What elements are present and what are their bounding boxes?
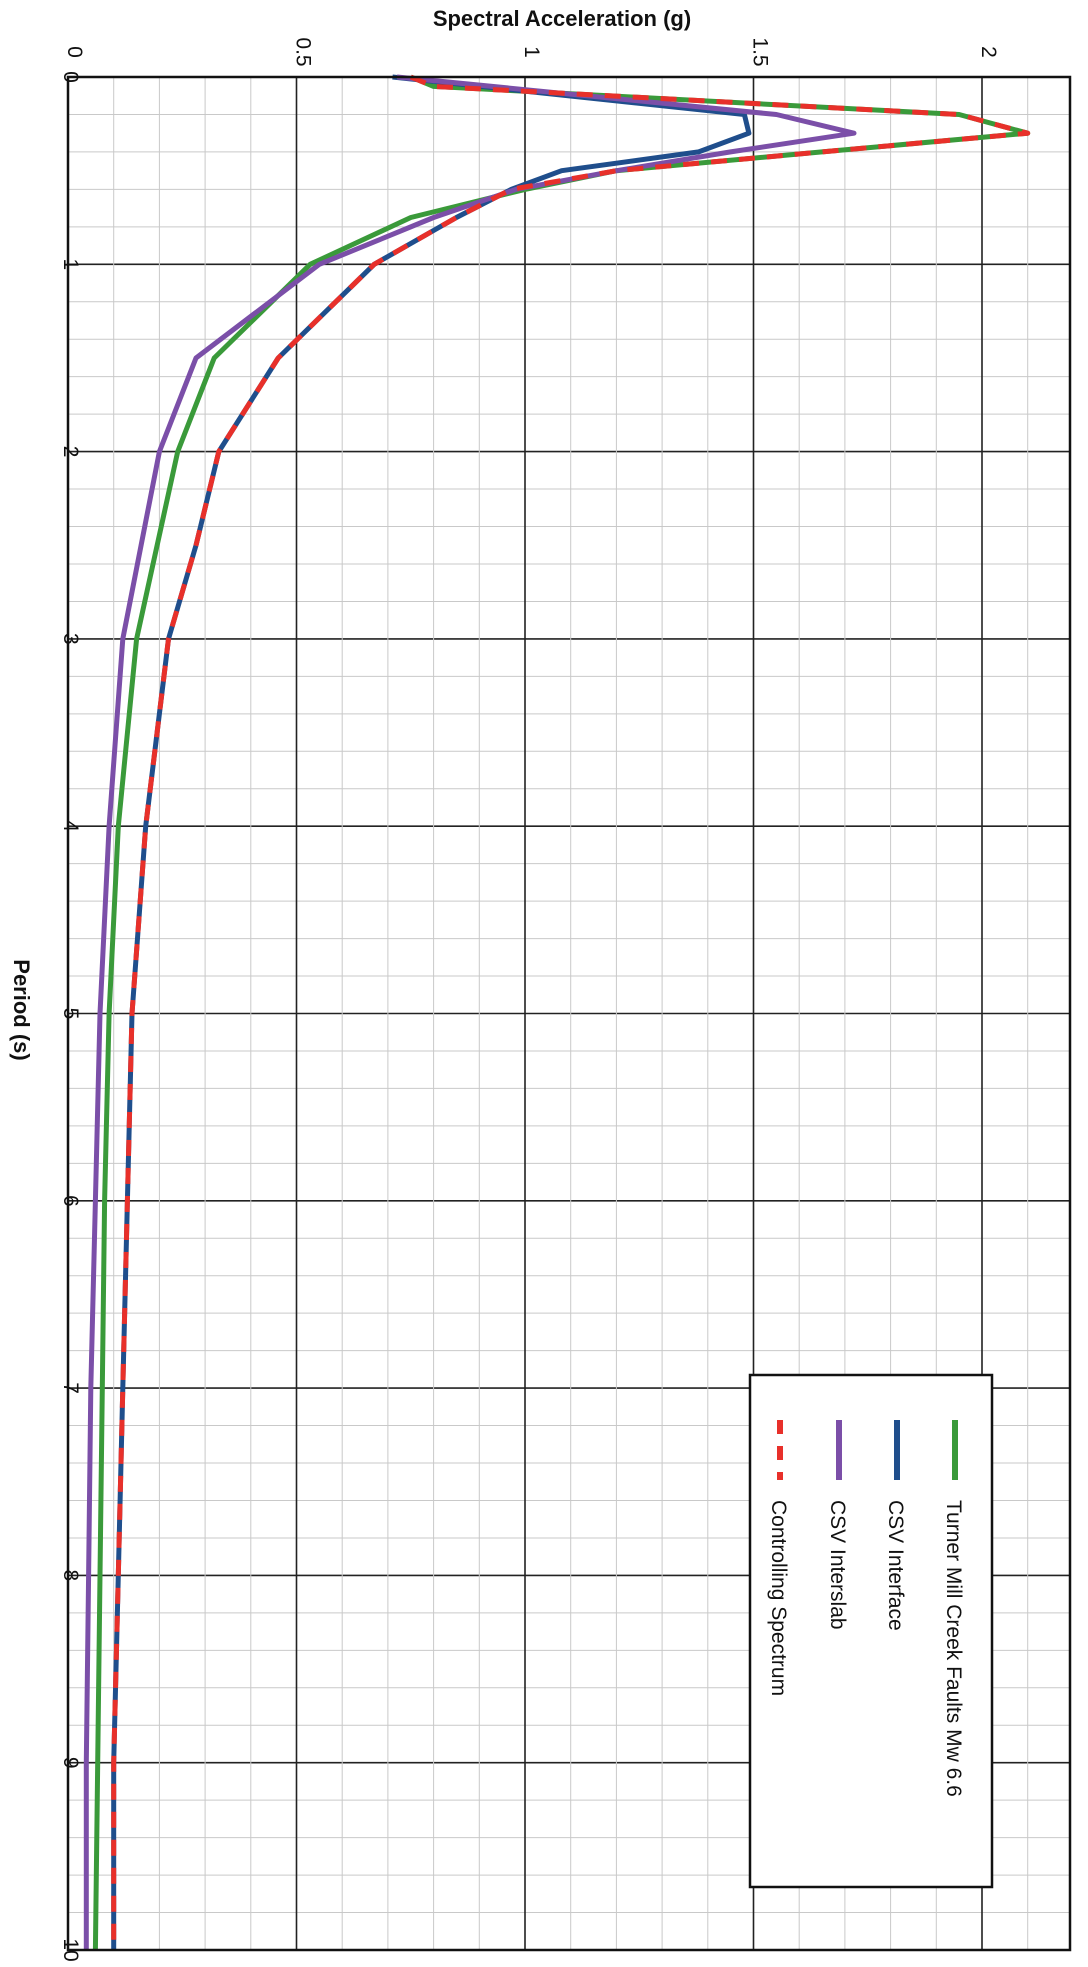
plot-frame bbox=[66, 75, 1072, 1952]
y-tick-label: 1.5 bbox=[749, 37, 772, 66]
legend-label-3: CSV Interslab bbox=[826, 1500, 849, 1630]
x-tick-label: 4 bbox=[59, 820, 82, 832]
legend-label-1: Turner Mill Creek Faults Mw 6.6 bbox=[942, 1500, 965, 1797]
x-tick-label: 6 bbox=[59, 1195, 82, 1207]
x-tick-label: 9 bbox=[59, 1757, 82, 1769]
legend-label-2: CSV Interface bbox=[884, 1500, 907, 1631]
x-tick-label: 5 bbox=[59, 1008, 82, 1020]
x-tick-label: 3 bbox=[59, 633, 82, 645]
y-axis-title: Spectral Acceleration (g) bbox=[433, 6, 691, 31]
series-lines bbox=[83, 74, 1031, 1951]
x-tick-label: 1 bbox=[59, 258, 82, 270]
tick-labels: 0 1 2 3 4 5 6 7 8 9 10 0 0.5 1 1.5 2 bbox=[59, 37, 1000, 1961]
x-tick-label: 8 bbox=[59, 1570, 82, 1582]
x-tick-label: 0 bbox=[59, 71, 82, 83]
x-tick-label: 10 bbox=[59, 1938, 82, 1961]
x-tick-label: 7 bbox=[59, 1382, 82, 1394]
x-axis-title: Period (s) bbox=[9, 959, 34, 1060]
y-tick-label: 2 bbox=[977, 46, 1000, 58]
legend: Turner Mill Creek Faults Mw 6.6 CSV Inter… bbox=[748, 1373, 994, 1889]
y-tick-label: 0.5 bbox=[292, 37, 315, 66]
series-line-3 bbox=[83, 74, 857, 1950]
x-tick-label: 2 bbox=[59, 446, 82, 458]
legend-label-4: Controlling Spectrum bbox=[767, 1500, 790, 1696]
y-tick-label: 1 bbox=[520, 46, 543, 58]
y-tick-label: 0 bbox=[63, 46, 86, 58]
series-line-4 bbox=[111, 74, 1031, 1950]
legend-box bbox=[748, 1373, 994, 1889]
